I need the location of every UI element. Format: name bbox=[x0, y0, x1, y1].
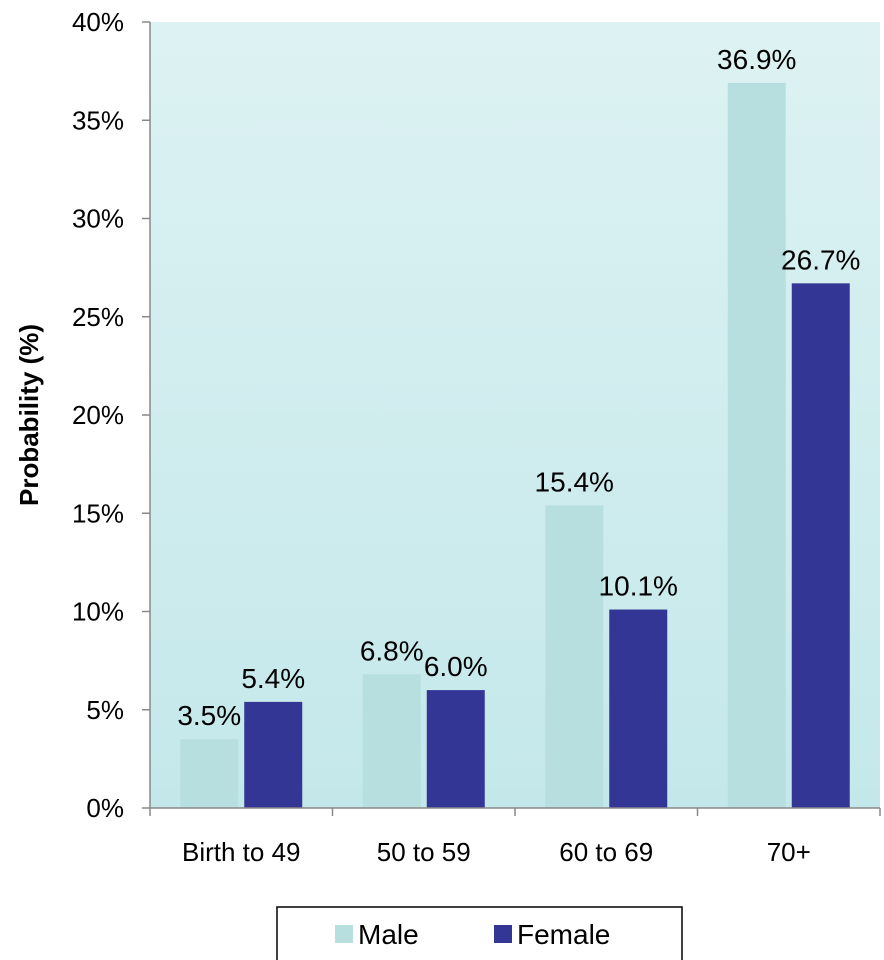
y-tick-label: 10% bbox=[72, 597, 124, 627]
legend-label-female: Female bbox=[517, 919, 610, 950]
data-label: 15.4% bbox=[535, 466, 614, 497]
y-tick-label: 35% bbox=[72, 105, 124, 135]
data-label: 36.9% bbox=[717, 44, 796, 75]
legend-swatch-male bbox=[335, 925, 353, 943]
data-label: 6.8% bbox=[360, 635, 424, 666]
x-axis: Birth to 49 50 to 59 60 to 69 70+ bbox=[149, 807, 881, 867]
x-tick-label: 50 to 59 bbox=[377, 837, 471, 867]
y-tick-label: 20% bbox=[72, 400, 124, 430]
y-tick-label: 0% bbox=[86, 793, 124, 823]
y-axis: 0% 5% 10% 15% 20% 25% 30% 35% 40% bbox=[72, 7, 151, 823]
data-label: 10.1% bbox=[599, 571, 678, 602]
data-label: 26.7% bbox=[781, 244, 860, 275]
y-axis-title: Probability (%) bbox=[14, 324, 44, 506]
data-label: 6.0% bbox=[424, 651, 488, 682]
x-tick-label: Birth to 49 bbox=[182, 837, 301, 867]
bar-female bbox=[791, 283, 850, 809]
bar-male bbox=[727, 82, 786, 809]
y-tick-label: 25% bbox=[72, 302, 124, 332]
bar-male bbox=[180, 739, 239, 808]
legend-label-male: Male bbox=[358, 919, 419, 950]
bar-male bbox=[545, 505, 604, 808]
y-tick-label: 30% bbox=[72, 204, 124, 234]
bar-female bbox=[426, 690, 485, 808]
bars-group bbox=[180, 82, 850, 809]
x-tick-label: 60 to 69 bbox=[559, 837, 653, 867]
data-labels-group: 3.5% 6.8% 15.4% 36.9% 5.4% 6.0% 10.1% 26.7% bbox=[177, 44, 860, 731]
y-tick-label: 15% bbox=[72, 498, 124, 528]
legend: Male Female bbox=[276, 906, 683, 960]
x-tick-label: 70+ bbox=[767, 837, 811, 867]
bar-female bbox=[609, 609, 668, 808]
data-label: 5.4% bbox=[241, 663, 305, 694]
legend-box bbox=[276, 906, 683, 960]
bar-female bbox=[244, 701, 303, 808]
y-tick-label: 40% bbox=[72, 7, 124, 37]
data-label: 3.5% bbox=[177, 700, 241, 731]
legend-swatch-female bbox=[494, 925, 512, 943]
bar-male bbox=[362, 674, 421, 808]
y-tick-label: 5% bbox=[86, 695, 124, 725]
